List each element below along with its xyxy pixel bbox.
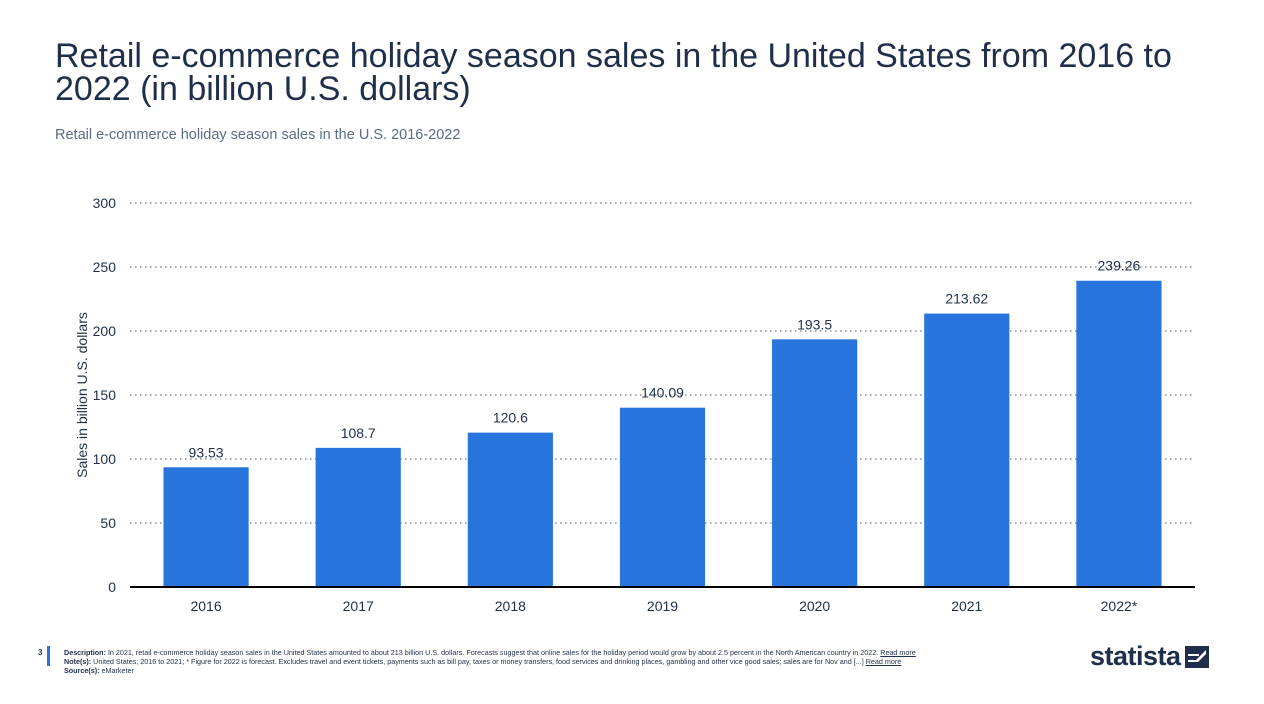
x-tick-label: 2018: [495, 598, 526, 614]
y-tick-label: 100: [93, 451, 117, 467]
x-tick-label: 2022*: [1101, 598, 1138, 614]
data-label: 140.09: [641, 385, 684, 401]
notes-label: Note(s):: [64, 657, 92, 667]
description-label: Description:: [64, 648, 106, 657]
y-tick-label: 200: [93, 323, 117, 339]
data-label: 193.5: [797, 316, 832, 332]
x-tick-label: 2017: [343, 598, 374, 614]
description-line: Description: In 2021, retail e-commerce …: [64, 648, 1064, 657]
data-label: 239.26: [1098, 258, 1141, 274]
read-more-link-description[interactable]: Read more: [880, 648, 916, 657]
page-number: 3: [38, 648, 43, 657]
x-tick-label: 2021: [951, 598, 982, 614]
source-line: Source(s): eMarketer: [64, 666, 1064, 675]
source-text: eMarketer: [101, 666, 134, 676]
notes-text: United States; 2016 to 2021; * Figure fo…: [93, 657, 864, 667]
data-label: 120.6: [493, 410, 528, 426]
y-tick-label: 50: [100, 515, 116, 531]
bar: [315, 447, 401, 587]
bar: [772, 339, 858, 587]
brand-name: statista: [1090, 641, 1181, 671]
notes-line: Note(s): United States; 2016 to 2021; * …: [64, 657, 1064, 666]
data-label: 213.62: [945, 291, 988, 307]
chart-footer: Description: In 2021, retail e-commerce …: [64, 648, 1064, 676]
x-tick-label: 2019: [647, 598, 678, 614]
chart-subtitle: Retail e-commerce holiday season sales i…: [55, 127, 461, 143]
bar: [924, 313, 1010, 587]
y-axis-title: Sales in billion U.S. dollars: [74, 312, 90, 478]
description-text: In 2021, retail e-commerce holiday seaso…: [107, 648, 879, 657]
y-tick-label: 150: [93, 387, 117, 403]
x-tick-label: 2020: [799, 598, 830, 614]
bar: [1076, 280, 1162, 587]
statista-logo-icon: [1184, 645, 1209, 668]
bar: [619, 407, 706, 587]
y-tick-label: 0: [108, 579, 116, 595]
bar: [163, 467, 249, 587]
bar: [467, 432, 553, 587]
data-label: 93.53: [189, 444, 224, 460]
data-label: 108.7: [341, 425, 376, 441]
footer-accent-bar: [47, 646, 50, 666]
y-tick-label: 250: [93, 259, 117, 275]
chart-title: Retail e-commerce holiday season sales i…: [55, 37, 1172, 108]
x-tick-label: 2016: [190, 598, 221, 614]
read-more-link-notes[interactable]: Read more: [865, 657, 902, 667]
y-tick-label: 300: [93, 195, 117, 211]
statista-logo: statista: [1090, 641, 1209, 672]
source-label: Source(s):: [64, 666, 100, 676]
